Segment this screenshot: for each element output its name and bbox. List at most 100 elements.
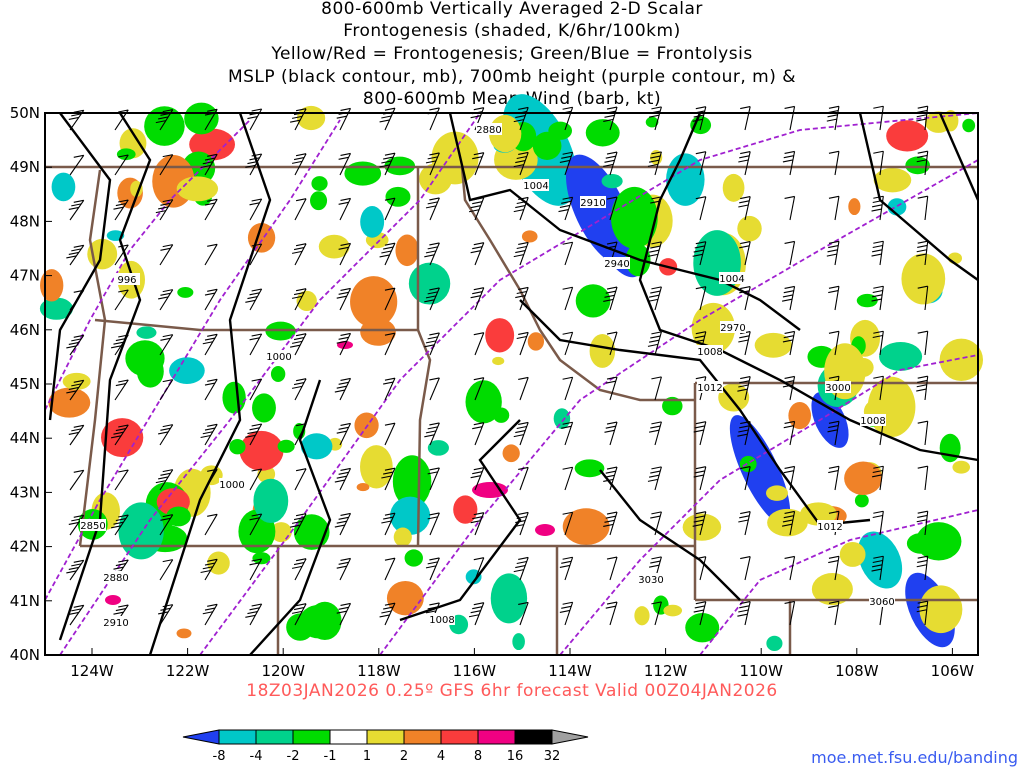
wind-barb	[204, 198, 218, 221]
contour-label-bg	[825, 381, 851, 393]
contour-label-bg	[80, 519, 106, 531]
wind-barb	[562, 241, 574, 266]
wind-barb	[828, 465, 840, 491]
wind-barb	[334, 467, 352, 491]
shaded-cell	[873, 167, 912, 193]
wind-barb	[916, 240, 929, 266]
contour-label-bg	[638, 573, 664, 585]
wind-barb	[513, 421, 529, 446]
mslp-contour	[858, 112, 979, 281]
wind-barb	[425, 152, 440, 176]
wind-barb	[783, 420, 796, 446]
wind-barb	[249, 513, 263, 536]
wind-barb	[204, 288, 218, 311]
shaded-cell	[919, 585, 963, 634]
shaded-cell	[788, 401, 812, 430]
wind-barb	[381, 512, 396, 536]
wind-barb	[695, 286, 707, 311]
colorbar-tick: -2	[287, 749, 300, 764]
height-contour	[199, 112, 979, 656]
wind-barb	[159, 559, 174, 581]
wind-barb	[739, 241, 751, 266]
wind-barb	[425, 557, 440, 581]
wind-barb	[470, 467, 485, 491]
colorbar-swatch	[477, 729, 516, 745]
wind-barb	[383, 377, 396, 401]
shaded-cell	[176, 628, 192, 639]
shaded-cell	[532, 131, 562, 161]
wind-barb	[379, 152, 396, 176]
contour-label: 1008	[697, 347, 722, 358]
wind-barb	[872, 465, 884, 491]
strong-frontogenesis	[105, 595, 121, 605]
wind-barb	[110, 514, 129, 536]
shaded-cell	[253, 478, 289, 524]
contour-label-bg	[103, 616, 129, 628]
wind-barb	[114, 469, 129, 491]
wind-barb	[604, 421, 618, 446]
wind-barb	[784, 600, 796, 626]
shaded-cell	[465, 380, 502, 424]
wind-barb	[828, 285, 840, 311]
shaded-cell	[360, 445, 393, 489]
wind-barb	[784, 555, 796, 581]
wind-barb	[871, 285, 884, 311]
wind-barb	[916, 150, 929, 176]
wind-barb	[66, 334, 85, 356]
shaded-cell	[962, 118, 976, 133]
shaded-cell	[844, 461, 883, 495]
height-contour	[379, 159, 979, 656]
contour-label: 2940	[604, 259, 629, 270]
shaded-cell	[685, 612, 720, 643]
shaded-cell	[553, 408, 571, 429]
contour-label: 1012	[817, 522, 842, 533]
wind-barb	[827, 420, 840, 446]
wind-barb	[693, 601, 707, 626]
lat-label: 50N	[10, 104, 40, 122]
shaded-cell	[360, 318, 396, 346]
wind-barb	[606, 331, 618, 356]
contour-label: 2880	[103, 573, 128, 584]
wind-barb	[871, 555, 884, 581]
shaded-cell	[490, 573, 528, 624]
wind-barb	[782, 330, 796, 356]
wind-barb	[473, 557, 485, 581]
shaded-cell	[634, 606, 650, 626]
wind-barb	[249, 558, 263, 581]
wind-barb	[738, 511, 751, 536]
wind-barb	[647, 331, 662, 356]
wind-barb	[651, 601, 662, 626]
shaded-cell	[392, 455, 432, 508]
lon-label: 124W	[70, 662, 114, 680]
shaded-cell	[293, 514, 330, 550]
wind-barb	[558, 196, 574, 221]
shaded-cell	[222, 381, 246, 414]
wind-barb	[338, 152, 352, 176]
wind-barb	[200, 423, 218, 446]
wind-barb	[424, 287, 440, 311]
shaded-cell	[754, 332, 792, 358]
wind-barb	[336, 107, 352, 131]
wind-barb	[826, 105, 840, 131]
mslp-contour	[599, 469, 741, 601]
shaded-cell	[386, 580, 424, 616]
contour-label-bg	[697, 381, 723, 393]
wind-barb	[695, 196, 707, 221]
shaded-cell	[360, 206, 385, 238]
lon-label: 118W	[357, 662, 401, 680]
credit-link[interactable]: moe.met.fsu.edu/banding	[811, 748, 1018, 767]
lon-label: 116W	[453, 662, 497, 680]
wind-barb	[289, 333, 307, 356]
wind-barb	[202, 603, 218, 626]
wind-barb	[513, 556, 529, 581]
wind-barb	[916, 555, 929, 581]
wind-barb	[603, 286, 618, 311]
wind-barb	[826, 240, 840, 266]
wind-barb	[871, 195, 884, 221]
wind-barb	[200, 558, 218, 581]
wind-barb	[605, 376, 618, 401]
state-border	[460, 166, 695, 402]
wind-barb	[738, 151, 751, 176]
wind-barb	[379, 242, 396, 266]
shaded-cell	[879, 342, 923, 371]
